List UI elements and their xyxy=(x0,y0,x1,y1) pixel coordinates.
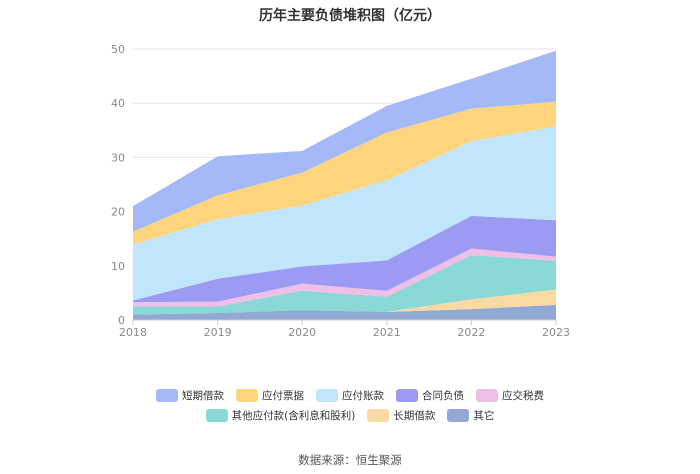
area-other-payables xyxy=(133,254,556,315)
area-notes-payable xyxy=(133,101,556,245)
legend-swatch xyxy=(156,388,178,402)
legend-swatch xyxy=(367,408,390,422)
axis-layer: 0 10 20 30 40 50 2018 2019 2020 2021 2022 2023 xyxy=(111,43,570,339)
x-tick-label: 2022 xyxy=(457,326,485,339)
legend-item[interactable]: 短期借款 xyxy=(156,388,224,402)
y-tick-label: 0 xyxy=(118,314,125,327)
y-tick-label: 10 xyxy=(111,260,125,273)
legend-label: 其它 xyxy=(473,409,495,422)
legend-label: 应交税费 xyxy=(502,389,544,402)
legend-swatch xyxy=(205,408,228,422)
x-tick-label: 2018 xyxy=(119,326,147,339)
legend-item[interactable]: 应交税费 xyxy=(476,388,544,402)
legend-item[interactable]: 合同负债 xyxy=(396,388,464,402)
legend-swatch xyxy=(236,388,258,402)
area-contract-liabilities xyxy=(133,215,556,303)
legend-item[interactable]: 长期借款 xyxy=(367,408,435,422)
legend-label: 长期借款 xyxy=(393,409,436,422)
y-tick-label: 20 xyxy=(111,206,125,219)
legend-item[interactable]: 其它 xyxy=(447,408,494,422)
legend-label: 应付票据 xyxy=(262,389,304,402)
chart-title: 历年主要负债堆积图（亿元） xyxy=(259,8,441,24)
y-tick-label: 40 xyxy=(111,97,125,110)
x-tick-label: 2023 xyxy=(542,326,570,339)
x-tick-label: 2020 xyxy=(288,326,316,339)
legend-label: 应付账款 xyxy=(342,389,384,402)
legend-label: 其他应付款(含利息和股利) xyxy=(231,409,356,422)
area-accounts-payable xyxy=(133,126,556,301)
y-tick-label: 50 xyxy=(111,43,125,56)
legend-swatch xyxy=(447,408,470,422)
y-tick-label: 30 xyxy=(111,151,125,164)
legend-label: 合同负债 xyxy=(422,389,464,402)
area-taxes-payable xyxy=(133,248,556,307)
legend-item[interactable]: 应付账款 xyxy=(316,388,384,402)
area-short-term-borrowings xyxy=(133,50,556,232)
area-series-layer xyxy=(133,50,556,320)
legend-item[interactable]: 应付票据 xyxy=(236,388,304,402)
area-other xyxy=(133,304,556,320)
legend-label: 短期借款 xyxy=(182,389,224,402)
legend: 短期借款 应付票据 应付账款 合同负债 应交税费其他应付款(含利息和股利) 长期借款 其它 xyxy=(130,388,570,428)
source-note: 数据来源：恒生聚源 xyxy=(298,453,402,467)
legend-swatch xyxy=(476,388,498,402)
area-long-term-borrowings xyxy=(133,289,556,315)
legend-item[interactable]: 其他应付款(含利息和股利) xyxy=(205,408,356,422)
legend-swatch xyxy=(316,388,338,402)
legend-swatch xyxy=(396,388,418,402)
x-tick-label: 2019 xyxy=(204,326,232,339)
x-tick-label: 2021 xyxy=(373,326,401,339)
